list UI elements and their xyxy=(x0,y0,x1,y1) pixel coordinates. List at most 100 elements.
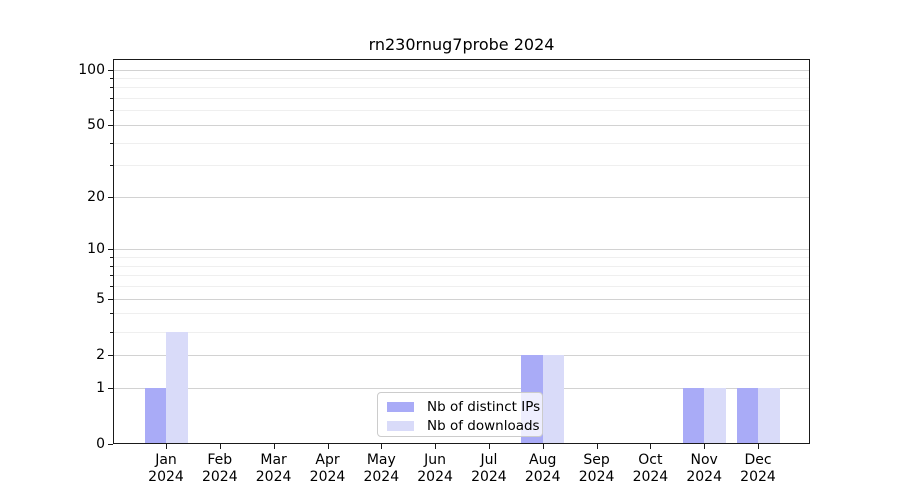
y-tick-label: 2 xyxy=(96,346,105,363)
x-tick-label: Sep 2024 xyxy=(565,452,629,486)
minor-gridline xyxy=(114,165,809,167)
minor-gridline xyxy=(114,313,809,315)
x-tick-year: 2024 xyxy=(201,469,238,485)
x-tick-month: Sep xyxy=(583,452,610,468)
bar-downloads-dec xyxy=(758,387,780,444)
minor-gridline xyxy=(114,87,809,89)
y-axis-minor-tick xyxy=(110,110,113,112)
x-axis-tick xyxy=(166,444,167,449)
minor-gridline xyxy=(114,331,809,333)
bar-distinct-ips-jan xyxy=(144,387,166,444)
x-axis-tick xyxy=(327,444,329,449)
x-tick-year: 2024 xyxy=(686,469,722,485)
y-axis-minor-tick xyxy=(110,98,113,100)
y-axis-tick xyxy=(108,249,113,251)
x-tick-label: Jul 2024 xyxy=(457,452,521,486)
x-axis-tick xyxy=(596,444,598,449)
x-tick-year: 2024 xyxy=(363,469,400,485)
y-axis-minor-tick xyxy=(110,331,113,333)
y-axis-minor-tick xyxy=(110,265,113,267)
x-tick-year: 2024 xyxy=(309,469,346,485)
y-axis-tick xyxy=(108,354,113,356)
minor-gridline xyxy=(114,286,809,288)
x-tick-label: May 2024 xyxy=(349,452,413,486)
y-axis-tick xyxy=(108,298,113,300)
major-gridline xyxy=(114,298,809,300)
legend-swatch-distinct-ips-icon xyxy=(387,401,414,412)
x-axis-tick xyxy=(219,444,221,449)
major-gridline xyxy=(114,387,809,389)
y-axis-minor-tick xyxy=(110,142,113,144)
x-tick-label: Jun 2024 xyxy=(403,452,467,486)
major-gridline xyxy=(114,249,809,251)
legend-item-distinct-ips: Nb of distinct IPs xyxy=(386,398,540,415)
y-tick-label: 100 xyxy=(78,61,105,78)
x-axis-tick xyxy=(758,444,759,449)
y-tick-label: 5 xyxy=(96,290,105,307)
x-tick-year: 2024 xyxy=(471,469,507,485)
x-tick-year: 2024 xyxy=(255,469,292,485)
x-tick-year: 2024 xyxy=(632,469,669,485)
legend-item-downloads: Nb of downloads xyxy=(386,417,540,434)
y-tick-label: 0 xyxy=(96,436,105,452)
x-tick-month: Jul xyxy=(480,452,498,468)
y-axis-minor-tick xyxy=(110,286,113,288)
y-tick-label: 20 xyxy=(87,189,105,205)
y-tick-label: 1 xyxy=(96,379,105,396)
x-tick-label: Mar 2024 xyxy=(242,452,306,486)
x-tick-label: Dec 2024 xyxy=(726,452,790,486)
y-tick-label: 10 xyxy=(87,241,105,258)
minor-gridline xyxy=(114,265,809,267)
x-tick-month: Jun xyxy=(424,452,447,468)
x-tick-month: Jan xyxy=(155,452,177,468)
x-tick-label: Jan 2024 xyxy=(134,452,198,486)
x-tick-label: Feb 2024 xyxy=(188,452,252,486)
chart-title: rn230rnug7probe 2024 xyxy=(368,35,555,54)
x-tick-month: Nov xyxy=(690,452,718,468)
y-axis-minor-tick xyxy=(110,87,113,89)
x-tick-year: 2024 xyxy=(524,469,561,485)
bar-distinct-ips-nov xyxy=(682,387,705,444)
minor-gridline xyxy=(114,98,809,100)
y-axis-tick xyxy=(108,197,113,198)
major-gridline xyxy=(114,125,809,126)
x-tick-month: Mar xyxy=(260,452,287,468)
y-axis-minor-tick xyxy=(110,257,113,259)
y-axis-tick xyxy=(108,387,113,389)
x-tick-month: Aug xyxy=(529,452,557,468)
y-axis-minor-tick xyxy=(110,165,113,167)
legend-swatch-downloads-icon xyxy=(387,420,414,431)
minor-gridline xyxy=(114,110,809,112)
minor-gridline xyxy=(114,142,809,144)
y-axis-tick xyxy=(108,69,113,71)
x-tick-year: 2024 xyxy=(148,469,184,485)
bar-downloads-aug xyxy=(542,354,565,444)
legend-label-distinct-ips: Nb of distinct IPs xyxy=(427,398,541,415)
bar-downloads-jan xyxy=(166,331,188,444)
y-axis-tick xyxy=(108,444,113,445)
x-tick-month: May xyxy=(366,452,396,468)
x-tick-year: 2024 xyxy=(740,469,776,485)
legend-label-downloads: Nb of downloads xyxy=(427,417,540,434)
y-tick-label: 50 xyxy=(87,117,105,133)
x-axis-tick xyxy=(488,444,490,449)
y-axis-minor-tick xyxy=(110,275,113,277)
x-axis-tick xyxy=(704,444,706,449)
major-gridline xyxy=(114,69,809,71)
x-axis-tick xyxy=(650,444,652,449)
x-tick-label: Apr 2024 xyxy=(296,452,360,486)
minor-gridline xyxy=(114,275,809,277)
y-axis-tick xyxy=(108,125,113,126)
x-tick-label: Nov 2024 xyxy=(672,452,736,486)
minor-gridline xyxy=(114,78,809,79)
plot-area xyxy=(113,59,810,444)
bar-downloads-nov xyxy=(704,387,726,444)
x-tick-month: Dec xyxy=(744,452,772,468)
x-axis-tick xyxy=(381,444,383,449)
minor-gridline xyxy=(114,257,809,259)
y-axis-minor-tick xyxy=(110,313,113,315)
x-tick-month: Oct xyxy=(638,452,663,468)
chart-legend: Nb of distinct IPs Nb of downloads xyxy=(377,392,543,437)
major-gridline xyxy=(114,354,809,356)
